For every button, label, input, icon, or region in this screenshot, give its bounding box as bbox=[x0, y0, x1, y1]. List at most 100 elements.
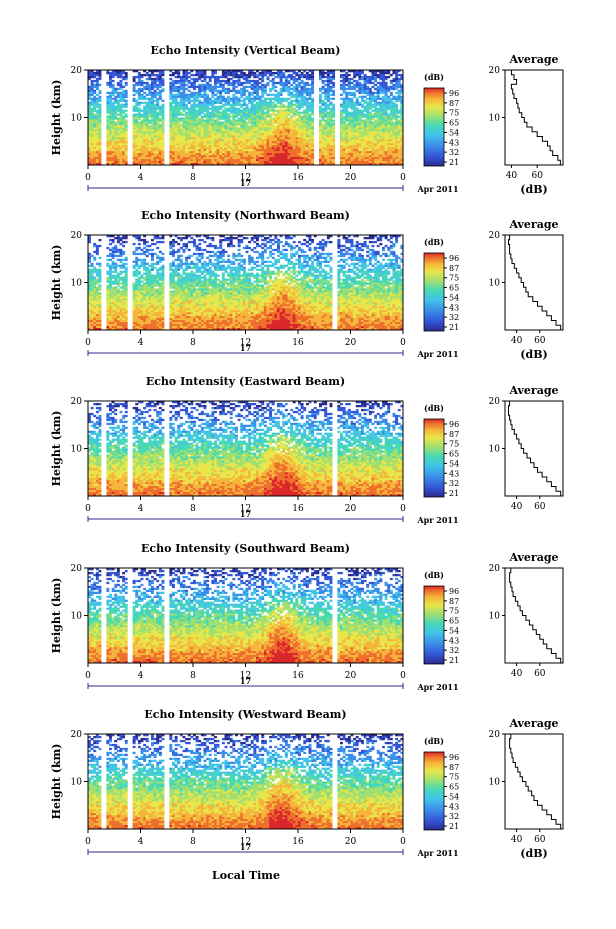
heatmap-cell bbox=[366, 85, 370, 89]
heatmap-cell bbox=[329, 81, 333, 85]
heatmap-cell bbox=[177, 101, 181, 104]
heatmap-cell bbox=[371, 91, 375, 95]
heatmap-cell bbox=[308, 115, 312, 118]
heatmap-cell bbox=[387, 107, 391, 110]
heatmap-cell bbox=[290, 133, 294, 136]
heatmap-cell bbox=[182, 117, 186, 120]
heatmap-cell bbox=[361, 125, 364, 128]
heatmap-cell bbox=[389, 127, 393, 130]
heatmap-cell bbox=[177, 149, 181, 152]
heatmap-cell bbox=[95, 147, 99, 150]
heatmap-cell bbox=[397, 123, 401, 126]
heatmap-cell bbox=[324, 71, 328, 75]
heatmap-cell bbox=[387, 113, 391, 116]
heatmap-cell bbox=[185, 95, 189, 99]
heatmap-cell bbox=[253, 81, 257, 85]
heatmap-cell bbox=[208, 99, 212, 102]
heatmap-cell bbox=[282, 73, 286, 77]
heatmap-cell bbox=[269, 89, 273, 93]
heatmap-cell bbox=[116, 155, 120, 158]
heatmap-cell bbox=[203, 157, 207, 160]
heatmap-cell bbox=[298, 95, 301, 99]
heatmap-cell bbox=[195, 151, 199, 154]
heatmap-cell bbox=[350, 137, 354, 140]
heatmap-cell bbox=[145, 119, 149, 122]
heatmap-cell bbox=[277, 81, 280, 85]
heatmap-cell bbox=[208, 157, 212, 160]
heatmap-cell bbox=[295, 101, 299, 104]
heatmap-cell bbox=[282, 97, 286, 100]
heatmap-cell bbox=[169, 141, 173, 144]
heatmap-cell bbox=[287, 153, 291, 156]
heatmap-cell bbox=[261, 147, 265, 150]
heatmap-cell bbox=[303, 85, 307, 89]
heatmap-cell bbox=[345, 93, 349, 97]
heatmap-cell bbox=[111, 252, 115, 256]
heatmap-cell bbox=[237, 97, 241, 100]
heatmap-cell bbox=[282, 117, 286, 120]
heatmap-cell bbox=[145, 159, 149, 162]
heatmap-cell bbox=[382, 81, 385, 85]
heatmap-cell bbox=[93, 312, 97, 315]
heatmap-cell bbox=[211, 119, 215, 122]
heatmap-cell bbox=[198, 105, 202, 108]
heatmap-cell bbox=[98, 111, 102, 114]
heatmap-cell bbox=[392, 155, 396, 158]
heatmap-cell bbox=[151, 103, 154, 106]
heatmap-cell bbox=[245, 157, 249, 160]
heatmap-cell bbox=[274, 105, 278, 108]
heatmap-cell bbox=[137, 89, 141, 93]
heatmap-cell bbox=[124, 161, 128, 164]
heatmap-cell bbox=[219, 111, 223, 114]
heatmap-cell bbox=[106, 119, 110, 122]
heatmap-cell bbox=[98, 71, 102, 75]
heatmap-cell bbox=[263, 85, 267, 89]
heatmap-cell bbox=[232, 155, 236, 158]
heatmap-cell bbox=[229, 161, 233, 164]
heatmap-cell bbox=[143, 113, 147, 116]
heatmap-cell bbox=[353, 113, 357, 116]
heatmap-cell bbox=[363, 151, 367, 154]
heatmap-cell bbox=[384, 125, 388, 128]
heatmap-cell bbox=[290, 147, 294, 150]
heatmap-cell bbox=[111, 274, 115, 277]
heatmap-cell bbox=[235, 115, 238, 118]
heatmap-cell bbox=[90, 153, 94, 156]
heatmap-cell bbox=[119, 127, 123, 130]
heatmap-cell bbox=[308, 105, 312, 108]
heatmap-cell bbox=[98, 288, 102, 291]
heatmap-cell bbox=[248, 133, 252, 136]
heatmap-cell bbox=[221, 95, 225, 99]
heatmap-cell bbox=[282, 139, 286, 142]
heatmap-cell bbox=[253, 117, 257, 120]
heatmap-cell bbox=[122, 71, 126, 75]
heatmap-cell bbox=[187, 133, 191, 136]
heatmap-cell bbox=[114, 280, 118, 283]
heatmap-cell bbox=[305, 117, 309, 120]
heatmap-cell bbox=[109, 73, 112, 77]
heatmap-cell bbox=[274, 95, 278, 99]
heatmap-cell bbox=[284, 79, 288, 83]
x-tick-label: 20 bbox=[345, 173, 357, 183]
heatmap-cell bbox=[256, 73, 259, 77]
heatmap-cell bbox=[361, 149, 364, 152]
heatmap-cell bbox=[221, 111, 225, 114]
heatmap-cell bbox=[156, 159, 160, 162]
heatmap-cell bbox=[329, 151, 333, 154]
heatmap-cell bbox=[298, 125, 301, 128]
heatmap-cell bbox=[88, 282, 91, 285]
heatmap-cell bbox=[261, 85, 265, 89]
heatmap-cell bbox=[137, 81, 141, 85]
heatmap-cell bbox=[332, 129, 336, 132]
heatmap-cell bbox=[250, 119, 254, 122]
heatmap-cell bbox=[319, 155, 322, 158]
heatmap-cell bbox=[148, 85, 152, 89]
heatmap-cell bbox=[389, 135, 393, 138]
heatmap-cell bbox=[311, 129, 315, 132]
heatmap-cell bbox=[326, 95, 330, 99]
heatmap-cell bbox=[400, 125, 404, 128]
heatmap-cell bbox=[106, 151, 110, 154]
heatmap-cell bbox=[156, 127, 160, 130]
heatmap-cell bbox=[284, 163, 288, 166]
heatmap-cell bbox=[132, 139, 136, 142]
